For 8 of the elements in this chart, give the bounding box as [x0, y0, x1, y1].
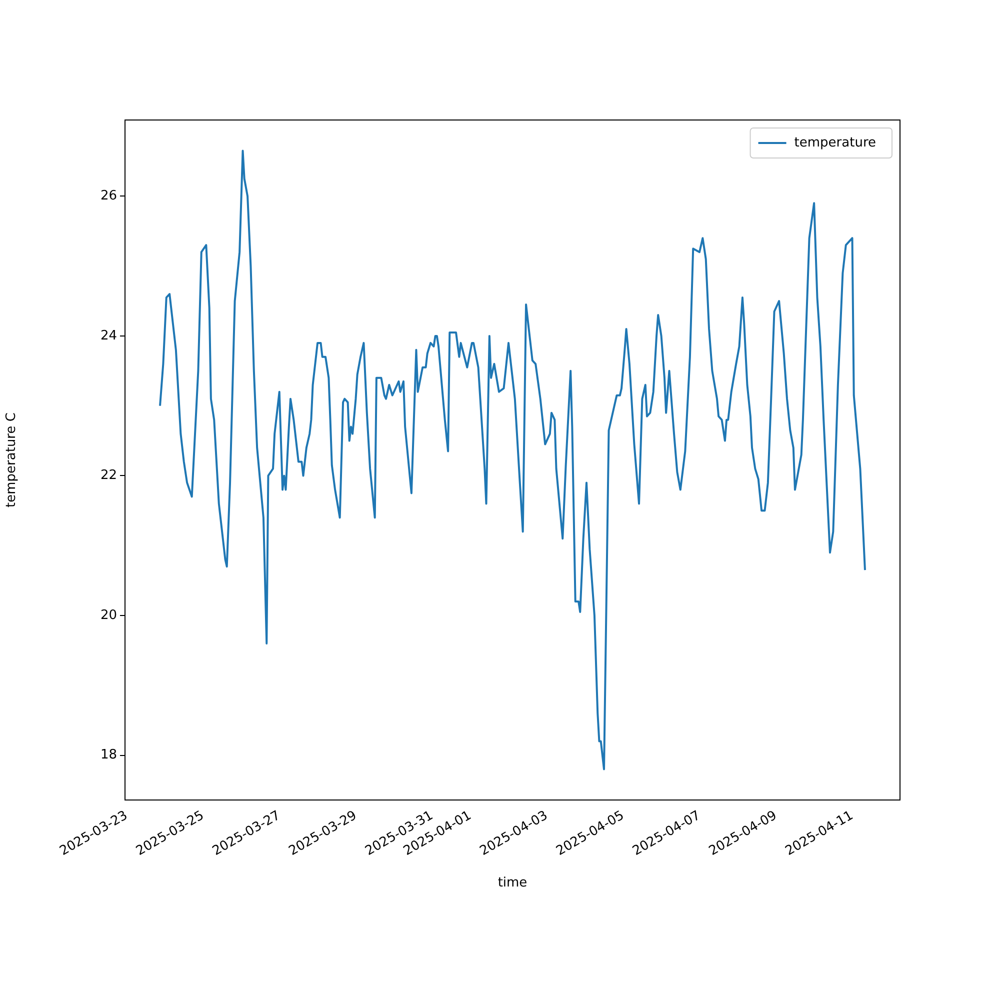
legend-label: temperature	[794, 135, 876, 150]
y-axis-title: temperature C	[4, 412, 20, 508]
x-axis-title: time	[498, 876, 528, 891]
y-tick-label: 20	[100, 608, 117, 623]
y-tick-label: 22	[100, 468, 117, 484]
y-tick-label: 26	[100, 188, 117, 204]
y-tick-label: 24	[100, 328, 117, 344]
y-tick-label: 18	[100, 748, 117, 763]
